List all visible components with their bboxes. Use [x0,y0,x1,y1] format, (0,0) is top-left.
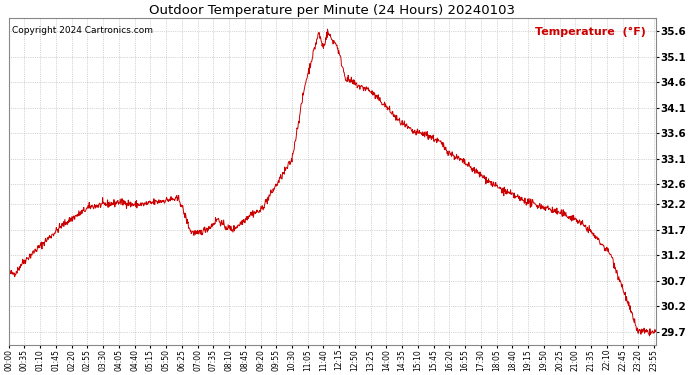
Text: Copyright 2024 Cartronics.com: Copyright 2024 Cartronics.com [12,27,153,36]
Text: Temperature  (°F): Temperature (°F) [535,27,646,37]
Title: Outdoor Temperature per Minute (24 Hours) 20240103: Outdoor Temperature per Minute (24 Hours… [149,4,515,17]
